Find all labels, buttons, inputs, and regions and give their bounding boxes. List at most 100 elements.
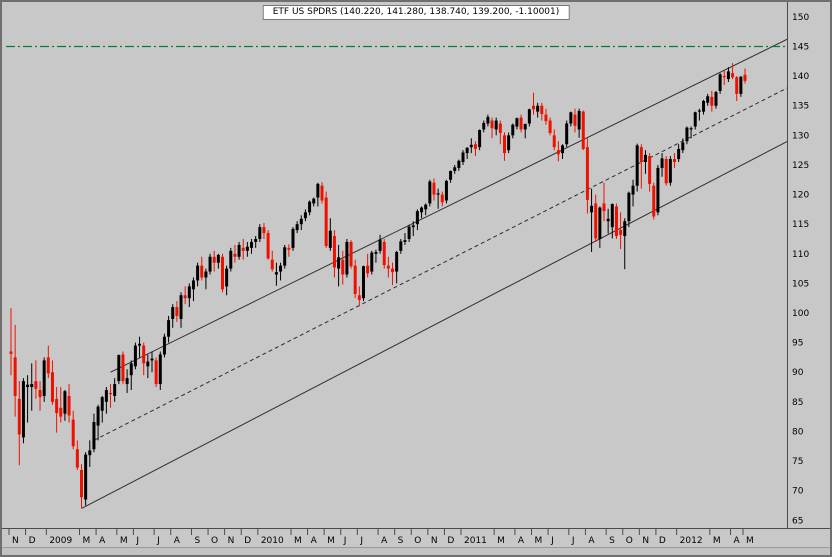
candle-up <box>279 265 283 272</box>
x-axis-label: A <box>174 536 181 546</box>
candle-up <box>527 109 531 124</box>
candle-down <box>154 360 158 385</box>
candle-down <box>200 265 204 278</box>
y-axis-label: 70 <box>792 487 804 497</box>
x-axis-label: 2010 <box>261 536 284 546</box>
candle-up <box>167 320 171 337</box>
y-axis-label: 110 <box>792 250 809 260</box>
candle-up <box>196 265 200 281</box>
candle-up <box>250 241 254 248</box>
candle-up <box>486 116 490 124</box>
candle-down <box>241 247 245 251</box>
candle-up <box>461 152 465 162</box>
candle-up <box>374 252 378 254</box>
x-axis-label: N <box>431 536 438 546</box>
candle-up <box>627 192 631 222</box>
candle-down <box>519 117 523 130</box>
candle-down <box>55 398 59 414</box>
candle-up <box>415 211 419 225</box>
candle-up <box>117 355 121 382</box>
candle-up <box>685 127 689 142</box>
candle-up <box>208 256 212 272</box>
candle-up <box>204 271 208 278</box>
x-axis-label: S <box>194 536 200 546</box>
x-axis-label: N <box>12 536 19 546</box>
candle-up <box>187 286 191 299</box>
candle-up <box>623 221 627 237</box>
candle-down <box>548 120 552 133</box>
x-axis-label: A <box>734 536 741 546</box>
candle-up <box>171 307 175 319</box>
candle-up <box>179 295 183 319</box>
candle-up <box>511 124 515 136</box>
candle-down <box>573 114 577 126</box>
candle-up <box>312 198 316 204</box>
candle-down <box>540 105 544 115</box>
candle-down <box>366 265 370 274</box>
candle-down <box>324 197 328 247</box>
plot-area[interactable] <box>6 33 799 509</box>
candle-down <box>142 345 146 364</box>
candle-down <box>552 135 556 148</box>
candle-up <box>635 145 639 186</box>
candle-up <box>631 185 635 195</box>
x-axis-label: A <box>588 536 595 546</box>
candle-up <box>478 130 482 148</box>
candle-down <box>121 354 125 382</box>
candle-up <box>291 228 295 248</box>
y-axis-label: 80 <box>792 427 804 437</box>
candle-down <box>71 419 75 447</box>
x-axis-label: N <box>228 536 235 546</box>
candle-down <box>79 469 83 498</box>
x-axis-label: M <box>746 536 754 546</box>
y-axis-label: 95 <box>792 339 803 349</box>
candle-down <box>357 295 361 300</box>
x-axis-label: M <box>327 536 335 546</box>
candle-down <box>17 398 21 435</box>
candle-up <box>660 158 664 168</box>
x-axis-label: A <box>381 536 388 546</box>
channel-mid-trendline <box>93 87 787 441</box>
candle-up <box>411 225 415 228</box>
chart-title-box: ETF US SPDRS (140.220, 141.280, 138.740,… <box>262 5 570 20</box>
candle-up <box>428 181 432 204</box>
candle-up <box>104 390 108 402</box>
candle-up <box>561 145 565 154</box>
candle-down <box>75 449 79 468</box>
x-axis-label: D <box>659 536 666 546</box>
x-axis-label: D <box>244 536 251 546</box>
x-axis-label: J <box>571 536 575 546</box>
candle-down <box>353 265 357 295</box>
candle-down <box>287 247 291 250</box>
candle-up <box>21 381 25 438</box>
candle-down <box>386 265 390 269</box>
candle-up <box>283 247 287 266</box>
candle-down <box>59 407 63 417</box>
candle-down <box>38 390 42 398</box>
candle-up <box>146 361 150 367</box>
candle-up <box>345 241 349 275</box>
candle-up <box>706 96 710 103</box>
x-axis-label: M <box>82 536 90 546</box>
candle-up <box>30 384 34 388</box>
candle-up <box>693 112 697 127</box>
y-axis-label: 135 <box>792 102 809 112</box>
x-axis-label: M <box>294 536 302 546</box>
candle-up <box>63 391 67 414</box>
y-axis-label: 90 <box>792 368 804 378</box>
candle-up <box>245 246 249 251</box>
candle-up <box>590 205 594 213</box>
x-axis-label: J <box>135 536 139 546</box>
candle-up <box>361 266 365 299</box>
x-axis-label: M <box>497 536 505 546</box>
candle-up <box>191 280 195 290</box>
candle-down <box>722 76 726 78</box>
candle-down <box>320 185 324 201</box>
candle-up <box>577 111 581 130</box>
candle-down <box>594 203 598 239</box>
candle-up <box>718 74 722 91</box>
candle-up <box>229 250 233 269</box>
y-axis-label: 150 <box>792 13 809 23</box>
